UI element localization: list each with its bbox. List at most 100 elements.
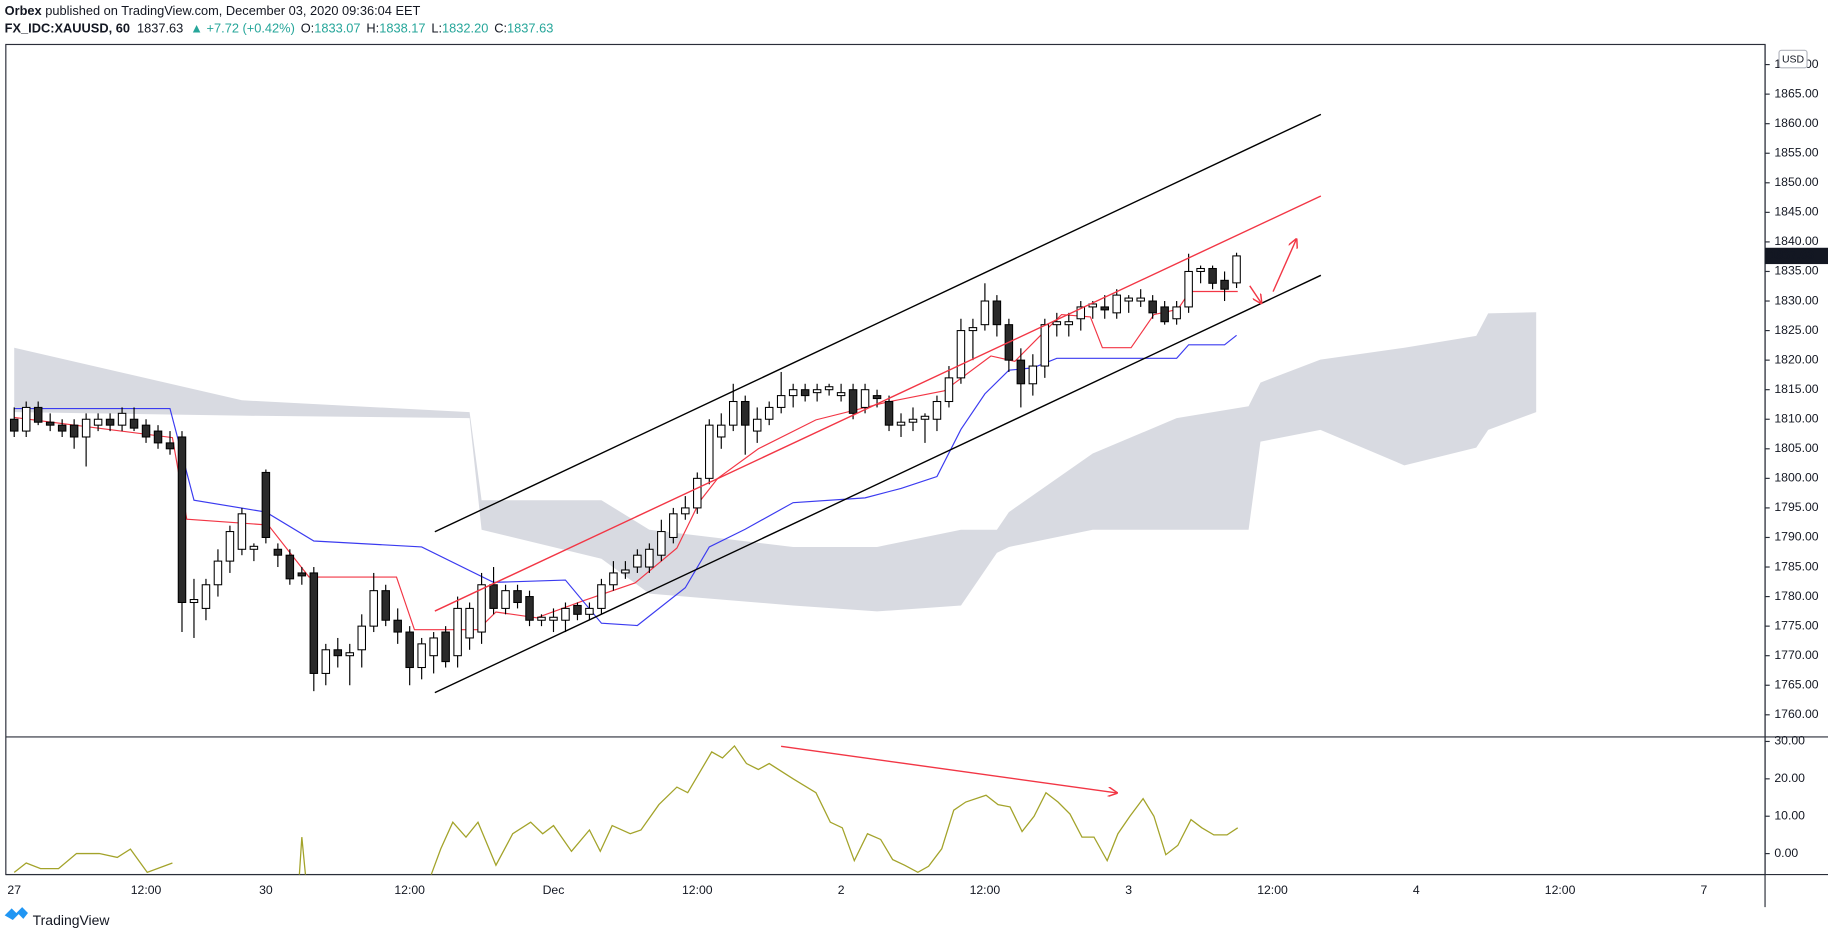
last-price-box: [1765, 247, 1828, 265]
y-tick-label: 1780.00: [1774, 589, 1818, 603]
candle-body: [489, 584, 498, 609]
candle-body: [177, 436, 187, 604]
candle-body: [141, 424, 151, 438]
drawings: [434, 113, 1322, 793]
oscillator-line: [13, 744, 1239, 875]
ohlc-key: C:: [494, 21, 507, 36]
candle-body: [465, 607, 474, 639]
candle-body: [573, 604, 582, 615]
candle-body: [717, 424, 726, 438]
candle-body: [213, 560, 223, 586]
candle-body: [105, 418, 115, 426]
candle-body: [693, 477, 702, 509]
candle-body: [1064, 321, 1074, 326]
main-pane: [9, 252, 1537, 692]
x-tick-label: 7: [1701, 883, 1708, 897]
candle-body: [345, 652, 355, 657]
y-tick-label: 10.00: [1774, 808, 1805, 822]
candle-body: [81, 418, 91, 438]
candle-body: [453, 607, 462, 657]
x-tick-label: 30: [259, 883, 273, 897]
candle-body: [812, 389, 822, 394]
x-tick-label: 12:00: [1257, 883, 1288, 897]
header-line-1: Orbex published on TradingView.com, Dece…: [5, 3, 421, 18]
candle-body: [932, 400, 942, 420]
x-tick-label: 3: [1125, 883, 1132, 897]
x-tick-label: 12:00: [394, 883, 425, 897]
candle-body: [57, 424, 67, 432]
y-tick-label: 1830.00: [1774, 293, 1818, 307]
cloud: [14, 312, 1537, 612]
x-tick-label: 12:00: [131, 883, 162, 897]
candle-body: [165, 442, 175, 450]
candle-body: [525, 596, 534, 621]
candle-body: [908, 418, 918, 423]
ohlc-value: 1833.07: [314, 21, 360, 36]
pane-frame: [5, 43, 1766, 876]
arrow-up: [1272, 239, 1296, 292]
candle-body: [93, 418, 103, 426]
candle-body: [1148, 300, 1157, 314]
candle-body: [705, 424, 714, 479]
candle-body: [45, 421, 55, 426]
y-tick-label: 1775.00: [1774, 618, 1818, 632]
candle-body: [657, 531, 666, 556]
candle-body: [309, 572, 319, 674]
candle-body: [980, 300, 990, 326]
candle-body: [872, 395, 882, 400]
candle-body: [561, 607, 570, 621]
candle-body: [1076, 306, 1086, 320]
candle-body: [549, 616, 558, 621]
candle-body: [788, 389, 798, 397]
candle-body: [225, 531, 235, 562]
candle-body: [273, 548, 283, 556]
x-tick-label: 12:00: [1545, 883, 1576, 897]
candle-body: [189, 599, 199, 604]
candle-body: [1196, 267, 1205, 272]
y-tick-label: 30.00: [1774, 734, 1805, 748]
change: ▲ +7.72 (+0.42%): [190, 21, 295, 36]
y-tick-label: 1835.00: [1774, 264, 1818, 278]
candle-body: [1040, 324, 1050, 367]
currency: USD: [1782, 54, 1805, 65]
logo: [4, 907, 28, 921]
candle-body: [740, 400, 750, 426]
divergence-arrow: [781, 745, 1117, 793]
candle-body: [369, 590, 378, 627]
candle-body: [285, 554, 295, 580]
arrow-down: [1249, 285, 1262, 303]
ohlc-value: 1837.63: [507, 21, 553, 36]
candle-body: [597, 584, 606, 609]
ohlc-value: 1832.20: [442, 21, 488, 36]
candle-body: [669, 513, 678, 538]
y-tick-label: 1840.00: [1774, 234, 1818, 248]
symbol: FX_IDC:XAUUSD, 60: [5, 21, 130, 36]
candle-body: [1052, 321, 1062, 326]
header-line-2: FX_IDC:XAUUSD, 60 1837.63 ▲ +7.72 (+0.42%)…: [5, 21, 554, 36]
candle-body: [621, 569, 630, 574]
candle-body: [513, 590, 522, 604]
candle-body: [129, 418, 139, 429]
candle-body: [884, 400, 894, 426]
candle-body: [1172, 306, 1181, 320]
y-tick-label: 1845.00: [1774, 205, 1818, 219]
y-tick-label: 1860.00: [1774, 116, 1818, 130]
candle-body: [764, 406, 774, 420]
candle-body: [752, 418, 762, 432]
candle-body: [1088, 303, 1098, 308]
footer-brand: TradingView: [33, 912, 111, 928]
y-tick-label: 1825.00: [1774, 323, 1818, 337]
candle-body: [357, 625, 367, 651]
indicator-line: [14, 334, 1237, 627]
candle-body: [417, 643, 426, 669]
channel-upper: [434, 113, 1322, 533]
candle-body: [645, 548, 654, 568]
y-tick-label: 1810.00: [1774, 411, 1818, 425]
candle-body: [501, 590, 510, 609]
candle-body: [1220, 279, 1229, 290]
ohlc: O:1833.07 H:1838.17 L:1832.20 C:1837.63: [301, 21, 554, 36]
y-tick-label: 1820.00: [1774, 352, 1818, 366]
y-tick-label: 0.00: [1774, 846, 1798, 860]
last-price-label: 1837.63: [1770, 248, 1814, 262]
indicator-pane: [13, 744, 1239, 875]
